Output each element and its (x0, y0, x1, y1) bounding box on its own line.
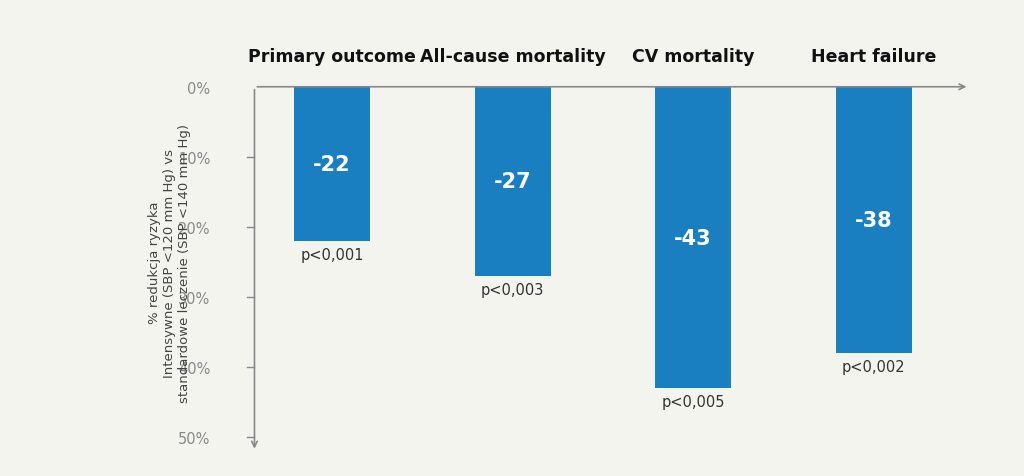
Text: Primary outcome: Primary outcome (248, 48, 416, 66)
Text: p<0,003: p<0,003 (481, 282, 545, 297)
Text: -22: -22 (313, 155, 351, 175)
Text: -43: -43 (674, 228, 712, 248)
Text: p<0,005: p<0,005 (662, 394, 725, 409)
Text: Heart failure: Heart failure (811, 48, 936, 66)
Bar (836, 88, 911, 354)
Text: CV mortality: CV mortality (632, 48, 755, 66)
Bar (475, 88, 551, 277)
Bar (655, 88, 731, 388)
Text: -38: -38 (855, 210, 893, 230)
Y-axis label: % redukcja ryzyka
Intensywne (SBP <120 mm Hg) vs
standardowe leczenie (SBP <140 : % redukcja ryzyka Intensywne (SBP <120 m… (148, 123, 191, 402)
Text: -27: -27 (494, 172, 531, 192)
Text: p<0,002: p<0,002 (842, 359, 905, 374)
Bar (294, 88, 370, 241)
Text: p<0,001: p<0,001 (300, 247, 364, 262)
Text: All-cause mortality: All-cause mortality (420, 48, 605, 66)
